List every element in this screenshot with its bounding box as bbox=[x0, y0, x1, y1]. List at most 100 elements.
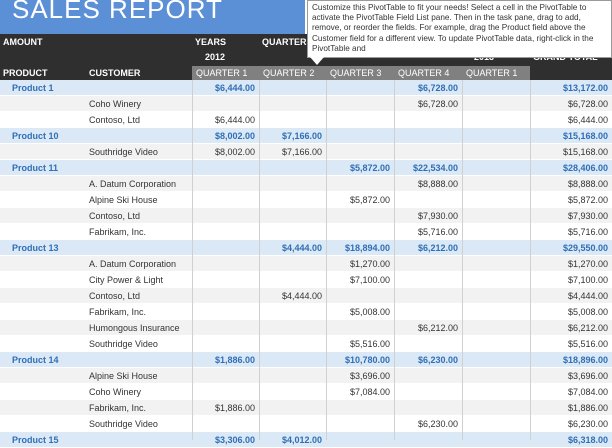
quarter-value-cell[interactable] bbox=[394, 368, 462, 384]
product-name-cell[interactable] bbox=[0, 176, 89, 192]
quarter-value-cell[interactable] bbox=[326, 112, 394, 128]
product-name-cell[interactable]: Product 15 bbox=[12, 435, 59, 445]
customer-row[interactable]: Fabrikam, Inc. $5,008.00 $5,008.00 bbox=[0, 304, 612, 320]
grand-total-cell[interactable]: $5,716.00 bbox=[567, 227, 608, 237]
quarter-value-cell[interactable]: $8,002.00 bbox=[214, 131, 255, 141]
quarter-value-cell[interactable] bbox=[394, 304, 462, 320]
grand-total-cell[interactable]: $1,270.00 bbox=[567, 259, 608, 269]
quarter-value-cell[interactable] bbox=[192, 304, 259, 320]
quarter-header-cell[interactable]: QUARTER 4 bbox=[394, 66, 462, 80]
quarter-value-cell[interactable]: $6,444.00 bbox=[214, 115, 255, 125]
quarter-value-cell[interactable]: $4,444.00 bbox=[281, 243, 322, 253]
grand-total-cell[interactable]: $18,896.00 bbox=[562, 355, 608, 365]
customer-name-cell[interactable]: Southridge Video bbox=[89, 339, 158, 349]
quarter-value-cell[interactable]: $1,886.00 bbox=[214, 403, 255, 413]
quarter-value-cell[interactable]: $6,212.00 bbox=[417, 243, 458, 253]
quarter-value-cell[interactable] bbox=[462, 160, 530, 176]
customer-name-cell[interactable] bbox=[89, 128, 192, 144]
quarter-value-cell[interactable] bbox=[462, 144, 530, 160]
quarter-value-cell[interactable] bbox=[326, 128, 394, 144]
quarter-value-cell[interactable] bbox=[462, 80, 530, 96]
customer-name-cell[interactable]: Alpine Ski House bbox=[89, 195, 158, 205]
customer-row[interactable]: A. Datum Corporation $8,888.00 $8,888.00 bbox=[0, 176, 612, 192]
quarter-value-cell[interactable]: $8,002.00 bbox=[214, 147, 255, 157]
product-row[interactable]: Product 14 $1,886.00 $10,780.00 $6,230.00 $1… bbox=[0, 352, 612, 368]
quarter-value-cell[interactable] bbox=[394, 112, 462, 128]
quarter-value-cell[interactable] bbox=[259, 400, 326, 416]
quarter-value-cell[interactable] bbox=[394, 400, 462, 416]
quarter-value-cell[interactable] bbox=[462, 128, 530, 144]
quarter-value-cell[interactable] bbox=[192, 256, 259, 272]
product-name-cell[interactable] bbox=[0, 144, 89, 160]
quarter-value-cell[interactable] bbox=[462, 416, 530, 432]
quarter-value-cell[interactable] bbox=[259, 416, 326, 432]
customer-name-cell[interactable]: Southridge Video bbox=[89, 147, 158, 157]
quarter-value-cell[interactable] bbox=[192, 240, 259, 256]
quarter-value-cell[interactable] bbox=[192, 224, 259, 240]
customer-header[interactable]: CUSTOMER bbox=[89, 68, 141, 78]
quarter-value-cell[interactable] bbox=[394, 256, 462, 272]
customer-name-cell[interactable]: Contoso, Ltd bbox=[89, 115, 141, 125]
quarter-value-cell[interactable] bbox=[394, 384, 462, 400]
grand-total-cell[interactable]: $15,168.00 bbox=[562, 147, 608, 157]
product-row[interactable]: Product 13 $4,444.00 $18,894.00 $6,212.00 $2… bbox=[0, 240, 612, 256]
grand-total-cell[interactable]: $7,930.00 bbox=[567, 211, 608, 221]
quarter-value-cell[interactable]: $6,230.00 bbox=[417, 355, 458, 365]
quarter-value-cell[interactable] bbox=[462, 176, 530, 192]
grand-total-cell[interactable]: $1,886.00 bbox=[567, 403, 608, 413]
product-row[interactable]: Product 1 $6,444.00 $6,728.00 $13,172.00 bbox=[0, 80, 612, 96]
grand-total-cell[interactable]: $8,888.00 bbox=[567, 179, 608, 189]
customer-row[interactable]: Southridge Video $8,002.00 $7,166.00 $15,16… bbox=[0, 144, 612, 160]
quarter-value-cell[interactable]: $6,444.00 bbox=[214, 83, 255, 93]
product-name-cell[interactable] bbox=[0, 320, 89, 336]
quarter-value-cell[interactable] bbox=[192, 192, 259, 208]
quarter-value-cell[interactable] bbox=[462, 336, 530, 352]
quarter-value-cell[interactable]: $7,100.00 bbox=[349, 275, 390, 285]
quarter-value-cell[interactable] bbox=[259, 256, 326, 272]
quarter-value-cell[interactable]: $5,716.00 bbox=[417, 227, 458, 237]
customer-name-cell[interactable]: Contoso, Ltd bbox=[89, 211, 141, 221]
product-name-cell[interactable] bbox=[0, 224, 89, 240]
customer-row[interactable]: Southridge Video $5,516.00 $5,516.00 bbox=[0, 336, 612, 352]
quarter-value-cell[interactable] bbox=[259, 304, 326, 320]
quarter-value-cell[interactable] bbox=[462, 320, 530, 336]
quarter-value-cell[interactable] bbox=[259, 80, 326, 96]
quarter-value-cell[interactable]: $5,008.00 bbox=[349, 307, 390, 317]
quarter-value-cell[interactable] bbox=[326, 432, 394, 448]
grand-total-cell[interactable]: $5,008.00 bbox=[567, 307, 608, 317]
customer-row[interactable]: Humongous Insurance $6,212.00 $6,212.00 bbox=[0, 320, 612, 336]
grand-total-cell[interactable]: $7,100.00 bbox=[567, 275, 608, 285]
quarter-value-cell[interactable]: $6,212.00 bbox=[417, 323, 458, 333]
quarter-header-cell[interactable]: QUARTER 1 bbox=[462, 66, 530, 80]
customer-name-cell[interactable] bbox=[89, 160, 192, 176]
quarter-value-cell[interactable]: $5,872.00 bbox=[349, 195, 390, 205]
quarter-value-cell[interactable] bbox=[259, 272, 326, 288]
quarter-value-cell[interactable] bbox=[394, 144, 462, 160]
customer-name-cell[interactable]: Fabrikam, Inc. bbox=[89, 403, 147, 413]
quarter-value-cell[interactable]: $4,012.00 bbox=[281, 435, 322, 445]
customer-row[interactable]: Fabrikam, Inc. $5,716.00 $5,716.00 bbox=[0, 224, 612, 240]
customer-row[interactable]: Alpine Ski House $5,872.00 $5,872.00 bbox=[0, 192, 612, 208]
product-name-cell[interactable] bbox=[0, 96, 89, 112]
product-name-cell[interactable]: Product 13 bbox=[12, 243, 59, 253]
quarter-value-cell[interactable]: $6,728.00 bbox=[417, 99, 458, 109]
customer-row[interactable]: Coho Winery $7,084.00 $7,084.00 bbox=[0, 384, 612, 400]
product-name-cell[interactable] bbox=[0, 336, 89, 352]
grand-total-cell[interactable]: $6,318.00 bbox=[567, 435, 608, 445]
quarter-value-cell[interactable] bbox=[462, 192, 530, 208]
grand-total-cell[interactable]: $6,230.00 bbox=[567, 419, 608, 429]
quarter-value-cell[interactable]: $7,084.00 bbox=[349, 387, 390, 397]
quarter-value-cell[interactable] bbox=[192, 336, 259, 352]
quarter-value-cell[interactable] bbox=[462, 224, 530, 240]
quarter-value-cell[interactable] bbox=[462, 288, 530, 304]
product-name-cell[interactable] bbox=[0, 208, 89, 224]
quarter-value-cell[interactable] bbox=[259, 192, 326, 208]
grand-total-cell[interactable]: $28,406.00 bbox=[562, 163, 608, 173]
quarter-value-cell[interactable] bbox=[192, 288, 259, 304]
quarter-value-cell[interactable] bbox=[259, 368, 326, 384]
quarter-value-cell[interactable]: $8,888.00 bbox=[417, 179, 458, 189]
customer-name-cell[interactable] bbox=[89, 240, 192, 256]
quarter-value-cell[interactable] bbox=[326, 288, 394, 304]
years-header[interactable]: YEARS bbox=[195, 37, 227, 47]
product-name-cell[interactable] bbox=[0, 112, 89, 128]
